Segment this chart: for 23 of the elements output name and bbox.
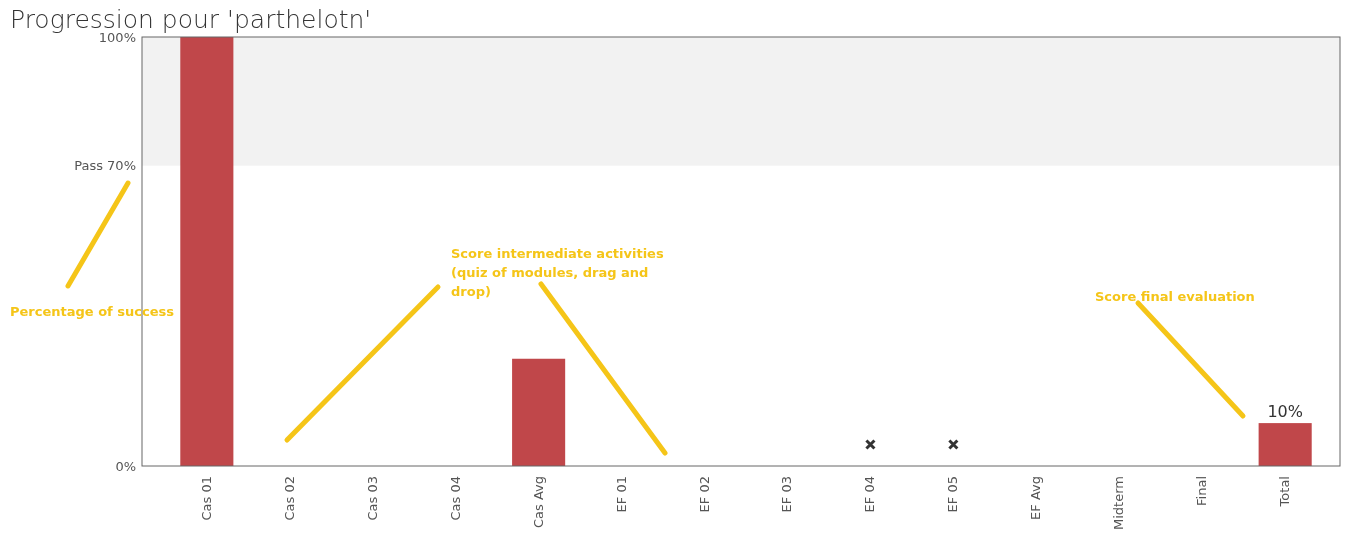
- data-label: 10%: [1267, 402, 1303, 422]
- x-tick-label: Cas 04: [447, 476, 463, 521]
- bar: [180, 37, 234, 466]
- annotation: Score intermediate activities (quiz of modules, drag and drop): [451, 246, 664, 299]
- x-tick-label: EF 03: [779, 476, 795, 513]
- y-tick-label: Pass 70%: [74, 158, 136, 174]
- y-tick-label: 0%: [115, 458, 136, 474]
- x-tick-label: EF 01: [613, 476, 629, 513]
- x-tick-label: EF Avg: [1028, 476, 1044, 520]
- x-tick-label: Midterm: [1111, 476, 1127, 530]
- bar: [512, 358, 566, 466]
- x-tick-label: Final: [1194, 476, 1210, 506]
- x-tick-label: Cas 01: [198, 476, 214, 521]
- x-tick-label: EF 02: [696, 476, 712, 513]
- bar: [1258, 423, 1312, 466]
- x-tick-label: Cas Avg: [530, 476, 546, 529]
- x-tick-label: EF 05: [945, 476, 961, 513]
- annotation: Score final evaluation: [1095, 289, 1255, 304]
- x-tick-label: Total: [1277, 476, 1293, 508]
- x-tick-label: EF 04: [862, 476, 878, 513]
- x-tick-label: Cas 03: [364, 476, 380, 521]
- annotation: Percentage of success: [10, 304, 175, 319]
- x-tick-label: Cas 02: [281, 476, 297, 521]
